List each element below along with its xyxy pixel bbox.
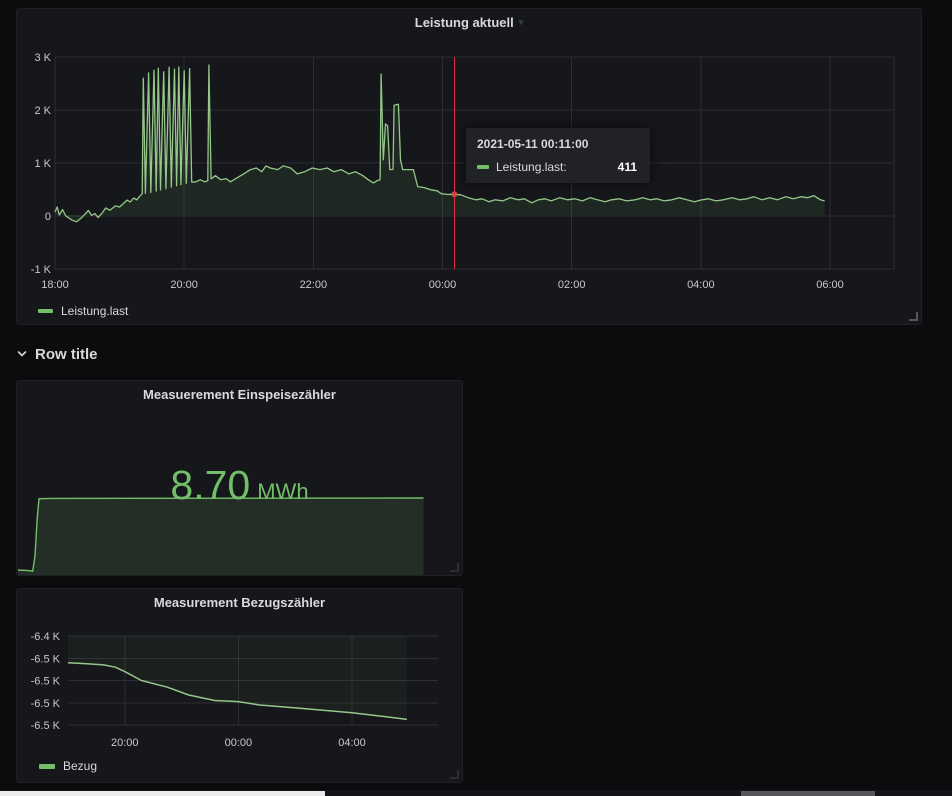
panel-leistung-aktuell: Leistung aktuell ▾ 3 K 2 K 1 K 0 -1 K 18:00 20… — [16, 8, 922, 325]
svg-text:04:00: 04:00 — [338, 737, 366, 749]
svg-text:06:00: 06:00 — [816, 279, 844, 291]
legend-label: Bezug — [63, 759, 98, 773]
series-color-swatch — [38, 309, 53, 313]
tooltip-series-label: Leistung.last: — [496, 160, 567, 174]
svg-text:02:00: 02:00 — [558, 279, 586, 291]
svg-text:-6.5 K: -6.5 K — [31, 676, 61, 688]
panel-einspeise-title[interactable]: Measuerement Einspeisezähler — [17, 381, 462, 407]
svg-text:-6.5 K: -6.5 K — [31, 720, 61, 732]
row-header[interactable]: Row title — [16, 343, 98, 365]
svg-text:-1 K: -1 K — [31, 264, 52, 276]
svg-text:-6.4 K: -6.4 K — [31, 631, 61, 643]
bezug-timeseries-chart[interactable]: -6.4 K -6.5 K -6.5 K -6.5 K -6.5 K 20:00 00:00… — [17, 589, 462, 782]
panel-title-label: Measuerement Einspeisezähler — [143, 386, 336, 402]
svg-text:00:00: 00:00 — [225, 737, 253, 749]
row-title: Row title — [35, 345, 98, 363]
chevron-down-icon — [17, 351, 27, 357]
svg-text:18:00: 18:00 — [41, 279, 69, 291]
tooltip-series-swatch — [477, 165, 489, 169]
legend-item-leistung-last[interactable]: Leistung.last — [38, 304, 128, 318]
legend-item-bezug[interactable]: Bezug — [39, 759, 97, 773]
svg-text:20:00: 20:00 — [111, 737, 139, 749]
panel-bezug-title[interactable]: Measurement Bezugszähler — [17, 589, 462, 615]
svg-text:0: 0 — [45, 211, 51, 223]
tooltip-timestamp: 2021-05-11 00:11:00 — [477, 137, 589, 151]
svg-text:1 K: 1 K — [34, 158, 51, 170]
svg-text:04:00: 04:00 — [687, 279, 715, 291]
svg-text:2 K: 2 K — [34, 105, 51, 117]
panel-resize-handle[interactable] — [450, 770, 459, 779]
svg-text:-6.5 K: -6.5 K — [31, 698, 61, 710]
panel-leistung-title[interactable]: Leistung aktuell ▾ — [17, 9, 921, 35]
legend-label: Leistung.last — [61, 304, 129, 318]
svg-text:20:00: 20:00 — [170, 279, 198, 291]
chevron-down-icon: ▾ — [518, 16, 524, 27]
series-color-swatch — [39, 763, 55, 769]
panel-bezugszaehler: Measurement Bezugszähler -6.4 K -6.5 K -6.… — [16, 588, 463, 783]
panel-title-label: Leistung aktuell — [414, 14, 514, 30]
svg-text:00:00: 00:00 — [429, 279, 457, 291]
tooltip-series-value: 411 — [617, 160, 637, 174]
panel-title-label: Measurement Bezugszähler — [153, 594, 326, 610]
leistung-timeseries-chart[interactable]: 3 K 2 K 1 K 0 -1 K 18:00 20:00 22:00 00:00 02:00 0… — [17, 9, 921, 324]
horizontal-scrollbar[interactable] — [0, 790, 952, 796]
scrollbar-thumb[interactable] — [0, 791, 325, 796]
scrollbar-thumb-secondary[interactable] — [741, 791, 875, 796]
svg-text:3 K: 3 K — [34, 52, 51, 64]
panel-einspeisezaehler: Measuerement Einspeisezähler 8.70 MWh — [16, 380, 463, 576]
svg-text:22:00: 22:00 — [300, 279, 328, 291]
chart-tooltip: 2021-05-11 00:11:00 Leistung.last: 411 — [466, 128, 650, 183]
einspeise-sparkline[interactable] — [17, 381, 462, 575]
svg-text:-6.5 K: -6.5 K — [31, 653, 61, 665]
panel-resize-handle[interactable] — [909, 312, 918, 321]
panel-resize-handle[interactable] — [450, 563, 459, 572]
